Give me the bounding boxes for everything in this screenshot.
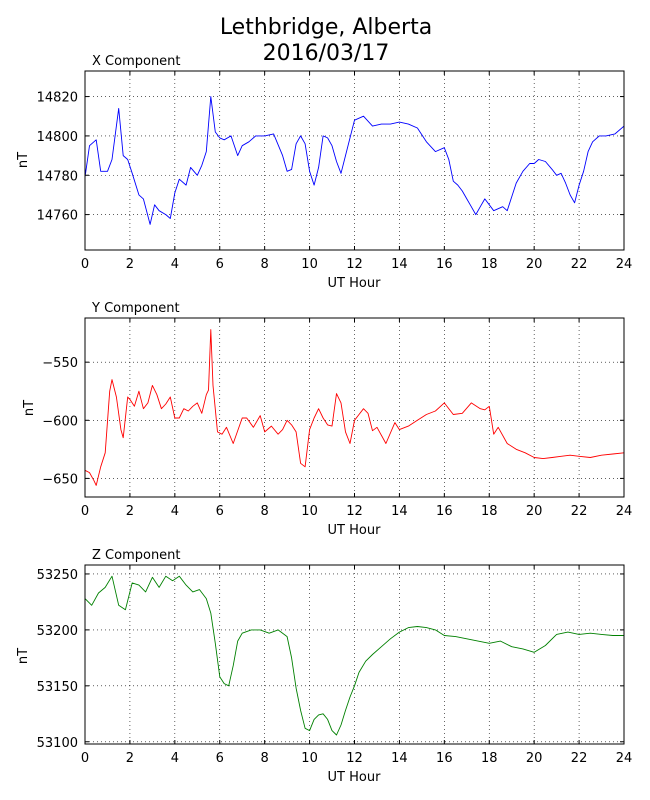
x-axis-label-z: UT Hour	[328, 770, 382, 785]
figure-title-line2: 2016/03/17	[263, 41, 390, 66]
y-tick-label: 53100	[37, 736, 78, 751]
x-tick-label: 10	[301, 504, 318, 519]
x-tick-label: 6	[216, 504, 224, 519]
x-tick-label: 4	[171, 751, 179, 766]
y-axis-label-x: nT	[16, 152, 31, 168]
y-tick-label: 14760	[37, 209, 78, 224]
x-tick-label: 18	[481, 257, 498, 272]
series-line-y	[84, 329, 625, 486]
x-tick-label: 12	[346, 751, 363, 766]
y-axis-label-y: nT	[22, 400, 37, 416]
y-tick-label: −600	[42, 414, 78, 429]
x-tick-label: 20	[526, 257, 543, 272]
x-tick-label: 22	[571, 751, 588, 766]
x-tick-label: 22	[571, 504, 588, 519]
x-tick-label: 22	[571, 257, 588, 272]
x-tick-label: 10	[301, 751, 318, 766]
y-tick-label: 14820	[37, 91, 78, 106]
x-tick-label: 6	[216, 751, 224, 766]
x-tick-label: 2	[126, 257, 134, 272]
y-tick-label: 53250	[37, 568, 78, 583]
x-component-panel: X Component nT UT Hour 0 2 4 6 8 10 12 14 16 18 20…	[16, 54, 632, 291]
x-tick-label: 16	[436, 257, 453, 272]
x-tick-label: 14	[391, 257, 408, 272]
x-tick-label: 0	[81, 257, 89, 272]
x-axis-label-y: UT Hour	[328, 523, 382, 538]
y-tick-label: 53150	[37, 680, 78, 695]
x-tick-label: 14	[391, 504, 408, 519]
x-tick-label: 12	[346, 504, 363, 519]
series-line-x	[84, 96, 625, 225]
x-tick-label: 2	[126, 751, 134, 766]
x-tick-label: 20	[526, 504, 543, 519]
x-tick-label: 20	[526, 751, 543, 766]
x-tick-label: 10	[301, 257, 318, 272]
x-tick-label: 18	[481, 504, 498, 519]
x-tick-label: 24	[616, 751, 633, 766]
y-tick-label: −650	[42, 472, 78, 487]
panel-title-y: Y Component	[91, 301, 180, 316]
x-tick-label: 0	[81, 751, 89, 766]
y-tick-label: −550	[42, 356, 78, 371]
x-tick-label: 8	[261, 257, 269, 272]
panel-title-x: X Component	[92, 54, 181, 69]
x-tick-label: 24	[616, 504, 633, 519]
z-component-panel: Z Component nT UT Hour 0 2 4 6 8 10 12 14 16 18 20…	[16, 548, 632, 785]
x-tick-label: 16	[436, 504, 453, 519]
grid-y	[84, 318, 625, 497]
series-line-z	[84, 575, 624, 736]
y-tick-label: 14800	[37, 130, 78, 145]
y-axis-label-z: nT	[16, 648, 31, 664]
x-tick-label: 12	[346, 257, 363, 272]
x-tick-label: 8	[261, 751, 269, 766]
figure-title-line1: Lethbridge, Alberta	[220, 15, 432, 40]
x-axis-label-x: UT Hour	[328, 276, 382, 291]
x-tick-label: 24	[616, 257, 633, 272]
x-tick-label: 16	[436, 751, 453, 766]
panel-title-z: Z Component	[92, 548, 181, 563]
x-tick-label: 4	[171, 504, 179, 519]
y-tick-label: 14780	[37, 169, 78, 184]
x-tick-label: 0	[81, 504, 89, 519]
x-tick-label: 6	[216, 257, 224, 272]
x-tick-label: 18	[481, 751, 498, 766]
y-component-panel: Y Component nT UT Hour 0 2 4 6 8 10 12 14 16 18 20…	[22, 301, 632, 538]
x-tick-label: 2	[126, 504, 134, 519]
y-tick-label: 53200	[37, 624, 78, 639]
x-tick-label: 4	[171, 257, 179, 272]
x-tick-label: 8	[261, 504, 269, 519]
grid-z	[84, 565, 625, 744]
x-tick-label: 14	[391, 751, 408, 766]
